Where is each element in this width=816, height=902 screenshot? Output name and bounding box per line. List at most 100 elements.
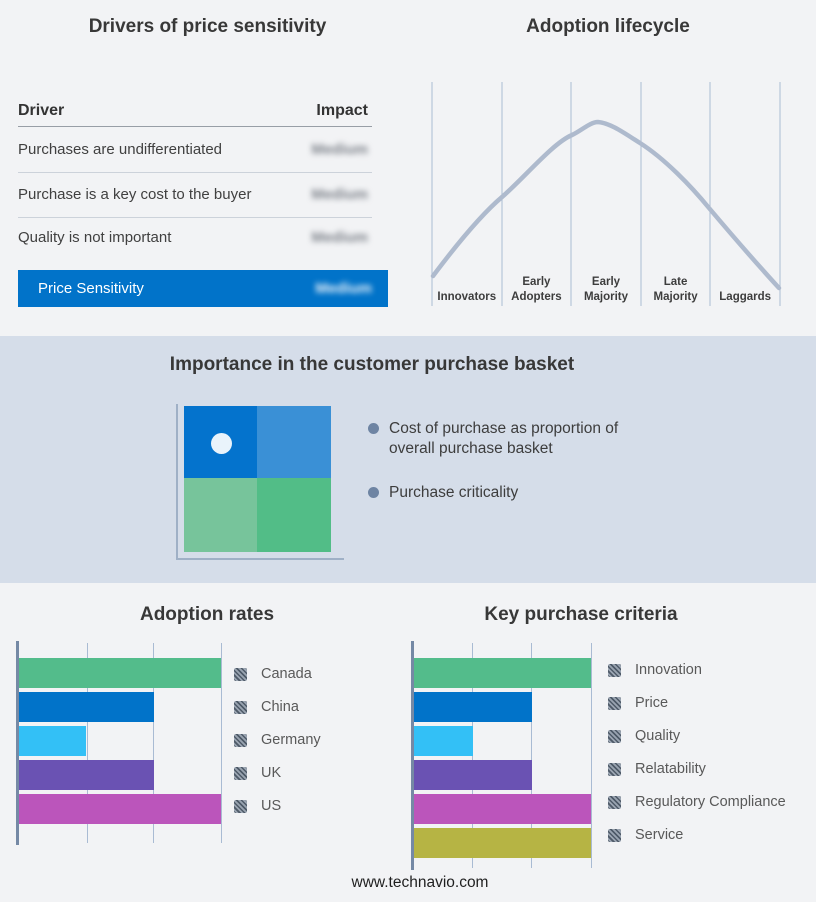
legend-label: Regulatory Compliance (635, 794, 786, 810)
stage-label: Early Majority (583, 276, 629, 304)
lifecycle-bell-curve-chart (430, 82, 782, 306)
lifecycle-chart-title: Adoption lifecycle (526, 16, 690, 37)
bar-canada (19, 658, 221, 688)
quadrant-y-axis (176, 404, 178, 560)
bar-china (19, 692, 154, 722)
hatched-swatch-icon (234, 799, 247, 813)
stage-label: Early Adopters (511, 276, 562, 304)
drivers-table-header: Driver Impact (18, 95, 372, 127)
gridline (87, 643, 88, 843)
bar-uk (19, 760, 154, 790)
legend-item: Canada (234, 666, 321, 682)
legend-label: Innovation (635, 662, 702, 678)
legend-label: UK (261, 765, 282, 781)
legend-label: Relatability (635, 761, 706, 777)
legend-item: Service (608, 827, 786, 843)
gridline (531, 643, 532, 868)
legend-item: Quality (608, 728, 786, 744)
bar-price (414, 692, 532, 722)
legend-item: Relatability (608, 761, 786, 777)
website-url: www.technavio.com (351, 874, 489, 891)
hatched-swatch-icon (234, 667, 247, 681)
driver-cell: Purchases are undifferentiated (18, 141, 223, 158)
legend-item: UK (234, 765, 321, 781)
lifecycle-stage-labels: Innovators Early Adopters Early Majority… (432, 267, 780, 305)
bar-quality (414, 726, 473, 756)
bar-service (414, 828, 591, 858)
hatched-swatch-icon (234, 766, 247, 780)
criteria-y-axis (411, 641, 414, 870)
stage-gridlines (431, 82, 781, 306)
bar-regulatory-compliance (414, 794, 591, 824)
quadrant-cell-bottom-left (184, 478, 257, 552)
hatched-swatch-icon (608, 663, 621, 677)
legend-item: Germany (234, 732, 321, 748)
criteria-bars (414, 658, 591, 858)
stage-label: Innovators (437, 291, 497, 304)
legend-label: Price (635, 695, 669, 711)
purchase-basket-quadrant (184, 406, 331, 552)
gridline (591, 643, 592, 868)
purchase-basket-band (0, 336, 816, 583)
hatched-swatch-icon (608, 828, 621, 842)
legend-label: Canada (261, 666, 312, 682)
adoption-rates-legend: Canada China Germany UK US (234, 666, 321, 832)
bell-curve-line (430, 119, 782, 291)
adoption-rates-bars (19, 658, 221, 824)
legend-label: Germany (261, 732, 321, 748)
legend-label: China (261, 699, 299, 715)
legend-item: Innovation (608, 662, 786, 678)
hatched-swatch-icon (608, 729, 621, 743)
basket-bullet-list: Cost of purchase as proportion of overal… (368, 419, 638, 526)
hatched-swatch-icon (608, 795, 621, 809)
bar-relatability (414, 760, 532, 790)
bullet-text: Cost of purchase as proportion of overal… (389, 420, 619, 457)
quadrant-x-axis (176, 558, 344, 560)
basket-panel-title: Importance in the customer purchase bask… (169, 354, 575, 375)
bullet-icon (368, 423, 379, 434)
legend-item: Regulatory Compliance (608, 794, 786, 810)
adoption-rates-title: Adoption rates (139, 604, 275, 625)
legend-item: China (234, 699, 321, 715)
driver-cell: Price Sensitivity (38, 280, 144, 297)
stage-label: Laggards (719, 291, 772, 304)
key-purchase-criteria-title: Key purchase criteria (484, 604, 678, 625)
quadrant-cell-top-left (184, 406, 257, 478)
bar-innovation (414, 658, 591, 688)
drivers-panel-title: Drivers of price sensitivity (88, 16, 327, 37)
bullet-text: Purchase criticality (389, 483, 519, 501)
legend-label: Quality (635, 728, 681, 744)
bullet-icon (368, 486, 379, 498)
quadrant-cell-bottom-right (257, 478, 331, 552)
stage-label: Late Majority (653, 276, 698, 304)
quadrant-cell-top-right (257, 406, 331, 478)
criteria-legend: Innovation Price Quality Relatability Re… (608, 662, 786, 861)
legend-item: US (234, 798, 321, 814)
bar-us (19, 794, 221, 824)
legend-label: Service (635, 827, 684, 843)
table-row: Quality is not important Medium (18, 215, 372, 260)
hatched-swatch-icon (234, 733, 247, 747)
hatched-swatch-icon (608, 762, 621, 776)
table-row: Purchase is a key cost to the buyer Medi… (18, 172, 372, 218)
legend-item: Price (608, 695, 786, 711)
impact-column-header: Impact (316, 102, 368, 119)
quadrant-marker-dot (211, 433, 232, 454)
impact-cell-obscured: Medium (311, 186, 368, 203)
driver-cell: Purchase is a key cost to the buyer (18, 186, 252, 203)
impact-cell-obscured: Medium (311, 141, 368, 158)
table-row: Purchases are undifferentiated Medium (18, 127, 372, 173)
list-item: Cost of purchase as proportion of overal… (368, 419, 638, 459)
bar-germany (19, 726, 86, 756)
hatched-swatch-icon (234, 700, 247, 714)
hatched-swatch-icon (608, 696, 621, 710)
driver-column-header: Driver (18, 102, 65, 119)
gridline (153, 643, 154, 843)
impact-cell-obscured: Medium (315, 280, 372, 297)
price-sensitivity-highlight-row: Price Sensitivity Medium (18, 270, 388, 307)
impact-cell-obscured: Medium (311, 229, 368, 246)
adoption-rates-y-axis (16, 641, 19, 845)
gridline (221, 643, 222, 843)
legend-label: US (261, 798, 282, 814)
